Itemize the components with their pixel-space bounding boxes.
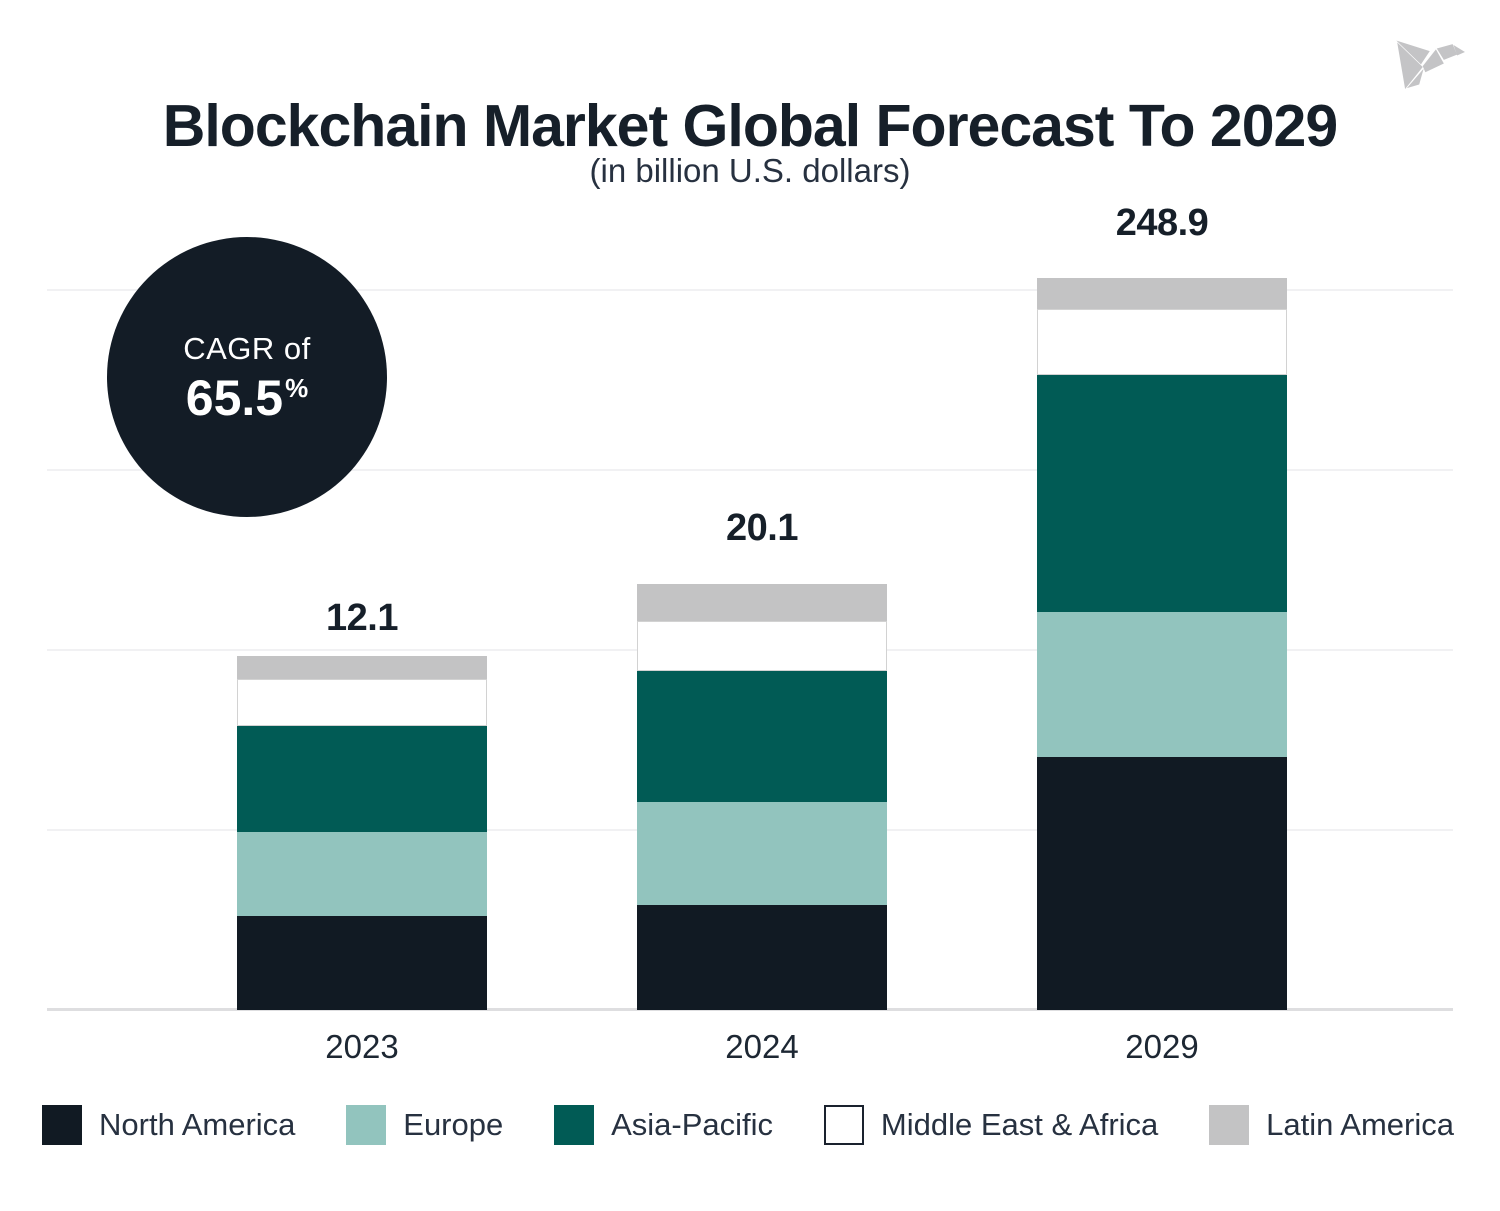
legend-label-europe: Europe	[403, 1107, 504, 1142]
chart-subtitle: (in billion U.S. dollars)	[589, 152, 911, 189]
bar-segment-middle-east-africa	[237, 679, 487, 726]
legend-swatch-latin-america	[1209, 1105, 1250, 1145]
legend-label-middle-east-africa: Middle East & Africa	[880, 1107, 1159, 1142]
bar-segment-north-america	[237, 916, 487, 1010]
bar-segment-europe	[237, 832, 487, 916]
bar-segment-europe	[637, 802, 887, 905]
stacked-bar-2029	[1037, 278, 1287, 1010]
cagr-badge-prefix: CAGR of	[183, 331, 311, 366]
legend-swatch-europe	[346, 1105, 387, 1145]
bar-segment-asia-pacific	[237, 726, 487, 832]
bar-segment-middle-east-africa	[1037, 309, 1287, 375]
bar-segment-asia-pacific	[637, 671, 887, 802]
cagr-badge-value: 65.5%	[186, 373, 308, 423]
stacked-bar-2023	[237, 656, 487, 1010]
legend-item-asia-pacific: Asia-Pacific	[554, 1105, 773, 1145]
legend-swatch-north-america	[42, 1105, 82, 1145]
legend-item-middle-east-africa: Middle East & Africa	[823, 1105, 1159, 1145]
legend-label-latin-america: Latin America	[1266, 1107, 1454, 1142]
bar-segment-latin-america	[637, 584, 887, 621]
bar-segment-europe	[1037, 612, 1287, 757]
x-axis-tick-label: 2023	[325, 1028, 399, 1065]
page-title: Blockchain Market Global Forecast To 202…	[162, 92, 1338, 159]
stacked-bar-2024	[637, 584, 887, 1010]
legend-swatch-middle-east-africa	[823, 1105, 864, 1145]
bar-total-label: 248.9	[1115, 202, 1209, 244]
bar-segment-asia-pacific	[1037, 375, 1287, 612]
legend-label-asia-pacific: Asia-Pacific	[611, 1107, 774, 1142]
bar-total-label: 12.1	[326, 597, 398, 639]
legend-item-north-america: North America	[42, 1105, 295, 1145]
origami-bird-logo-icon	[1396, 40, 1465, 89]
bar-segment-latin-america	[237, 656, 487, 679]
bar-segment-north-america	[1037, 757, 1287, 1010]
cagr-value-number: 65.5	[185, 370, 284, 426]
x-axis-tick-label: 2029	[1125, 1028, 1199, 1065]
chart-legend: North America Europe Asia-Pacific Middle Ea…	[42, 1105, 1454, 1145]
bar-total-label: 20.1	[726, 507, 798, 549]
legend-item-latin-america: Latin America	[1209, 1105, 1454, 1145]
bar-segment-latin-america	[1037, 278, 1287, 309]
bar-segment-middle-east-africa	[637, 621, 887, 671]
x-axis-tick-label: 2024	[725, 1028, 799, 1065]
legend-swatch-asia-pacific	[554, 1105, 595, 1145]
gridline	[47, 469, 1453, 471]
cagr-percent-sign: %	[285, 373, 309, 403]
legend-item-europe: Europe	[346, 1105, 503, 1145]
bar-segment-north-america	[637, 905, 887, 1010]
gridline	[47, 289, 1453, 291]
legend-label-north-america: North America	[99, 1107, 296, 1142]
cagr-badge: CAGR of 65.5%	[107, 237, 387, 517]
